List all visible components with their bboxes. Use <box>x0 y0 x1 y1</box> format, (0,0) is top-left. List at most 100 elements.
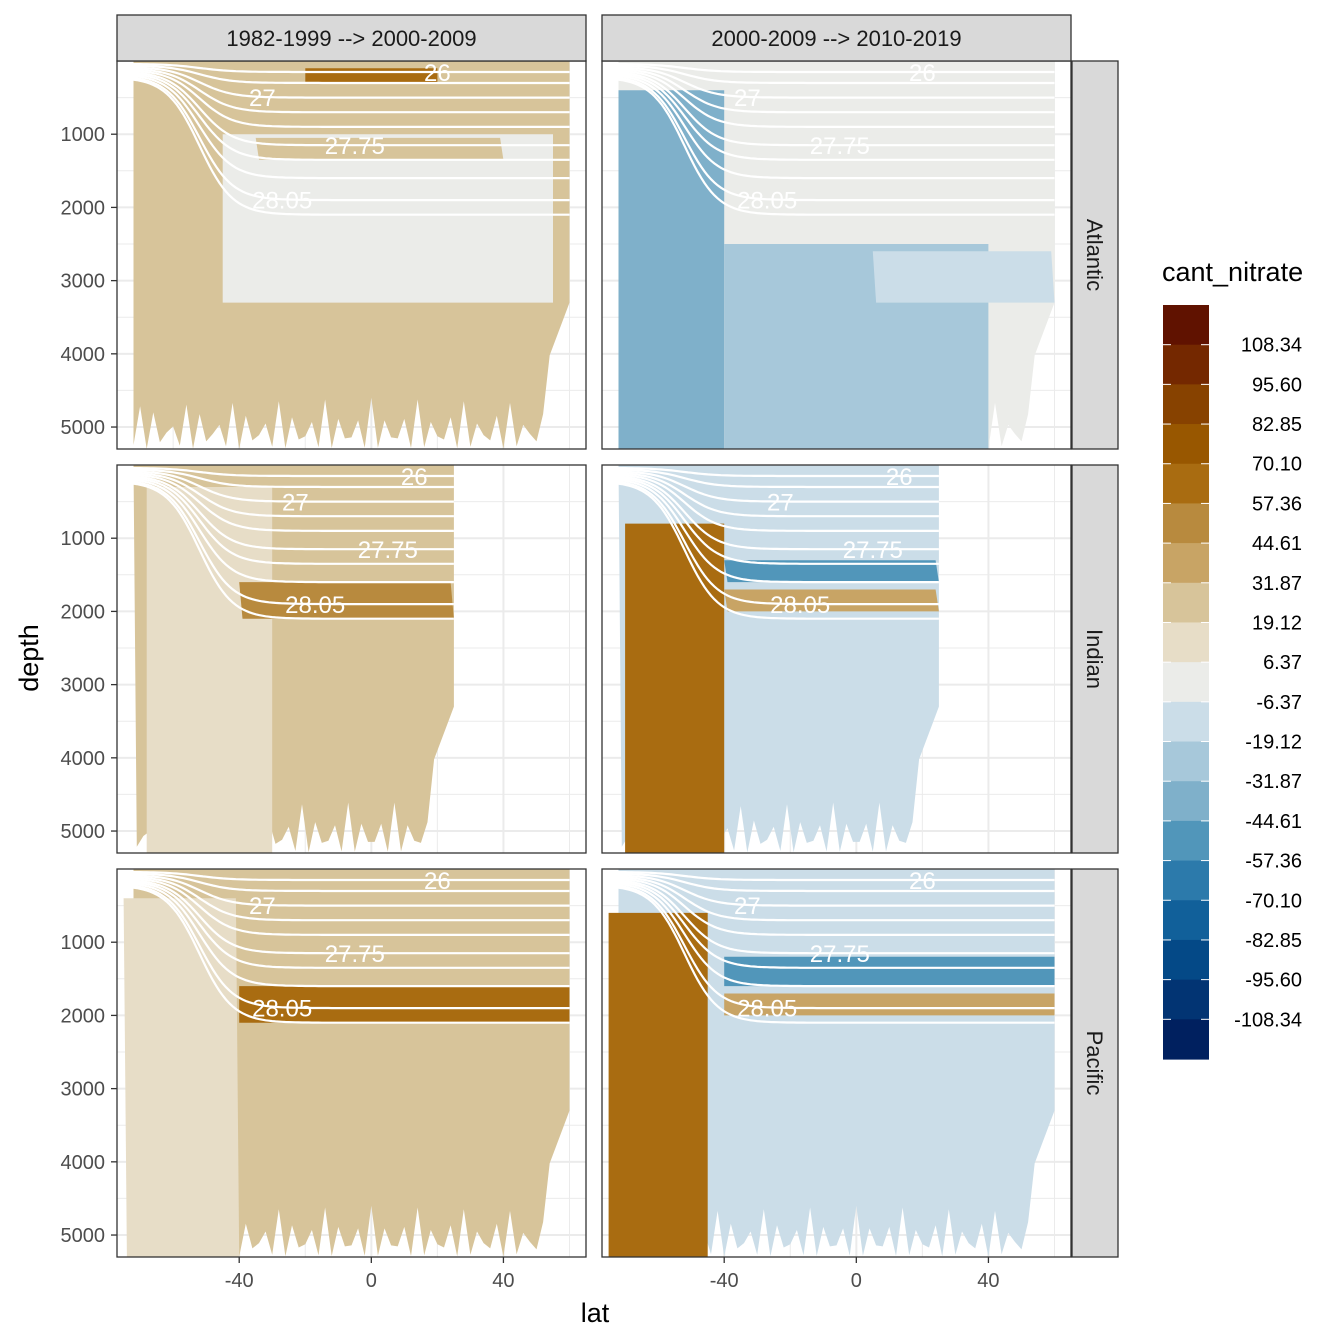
legend-label: -82.85 <box>1245 930 1302 952</box>
isopycnal-line <box>611 882 1055 988</box>
row-strip <box>1071 60 1119 450</box>
isopycnal-line <box>126 77 570 216</box>
isopycnal-label: 28.05 <box>770 592 830 619</box>
isopycnal-line <box>126 66 570 99</box>
x-axis-title: lat <box>581 1298 610 1328</box>
isopycnals: 26 27 27.75 28.05 <box>126 60 570 216</box>
isopycnal-label: 27 <box>249 85 276 112</box>
panel-border <box>116 868 587 1258</box>
isopycnal-line <box>126 882 570 988</box>
isopycnal-line <box>126 466 454 478</box>
isopycnal-line <box>126 875 570 922</box>
isopycnal-line <box>126 480 454 606</box>
y-tick-label: 4000 <box>61 748 106 770</box>
isopycnal-label: 27.75 <box>325 941 385 968</box>
isopycnal-label: 28.05 <box>252 995 312 1022</box>
isopycnal-label: 27.75 <box>358 537 418 564</box>
isopycnals: 26 27 27.75 28.05 <box>611 868 1055 1024</box>
isopycnal-line <box>611 64 1055 85</box>
column-strip-label: 1982-1999 --> 2000-2009 <box>226 26 476 51</box>
isopycnal-line <box>126 885 570 1024</box>
y-tick-label: 1000 <box>61 932 106 954</box>
isopycnal-line <box>611 478 939 584</box>
legend-color-swatch <box>1163 701 1209 743</box>
legend-label: 6.37 <box>1263 652 1302 674</box>
legend-label: -108.34 <box>1234 1009 1302 1031</box>
isopycnals: 26 27 27.75 28.05 <box>126 868 570 1024</box>
value-region <box>239 986 570 1023</box>
isopycnal-line <box>126 870 570 882</box>
y-tick-label: 5000 <box>61 821 106 843</box>
value-region <box>724 560 939 583</box>
isopycnal-line <box>611 67 1055 114</box>
legend-color-swatch <box>1163 741 1209 782</box>
axes: 1000200030004000500010002000300040005000… <box>14 124 1000 1328</box>
legend-label: 19.12 <box>1252 612 1302 634</box>
panel-atlantic-0: 26 27 27.75 28.05 <box>116 60 587 450</box>
value-region <box>123 898 240 1257</box>
isopycnal-label: 26 <box>401 464 428 491</box>
value-region <box>724 993 1055 1016</box>
legend-label: 82.85 <box>1252 414 1302 436</box>
isopycnal-line <box>611 877 1055 936</box>
legend-label: -57.36 <box>1245 851 1302 873</box>
value-region <box>724 956 1055 987</box>
isopycnal-label: 26 <box>424 60 451 87</box>
row-strip-label: Pacific <box>1082 1031 1107 1096</box>
panel-border <box>601 464 1072 854</box>
legend-label: -6.37 <box>1256 692 1302 714</box>
legend-label: 31.87 <box>1252 573 1302 595</box>
legend-color-swatch <box>1163 582 1209 624</box>
y-tick-label: 5000 <box>61 417 106 439</box>
y-tick-label: 3000 <box>61 1079 106 1101</box>
value-region <box>724 589 939 612</box>
isopycnal-line <box>126 877 570 936</box>
column-strip <box>116 14 587 62</box>
isopycnal-line <box>126 475 454 551</box>
isopycnal-line <box>611 870 1055 882</box>
legend-color-swatch <box>1163 543 1209 584</box>
legend-color-swatch <box>1163 820 1209 862</box>
y-tick-label: 1000 <box>61 528 106 550</box>
legend-color-swatch <box>1163 860 1209 901</box>
isopycnal-line <box>611 76 1055 202</box>
isopycnal-label: 28.05 <box>737 187 797 214</box>
facet-panels: 26 27 27.75 28.05 26 27 27.75 28.05 26 27 27.75 28.… <box>116 60 1072 1258</box>
isopycnal-line <box>611 473 939 532</box>
value-region <box>305 68 438 83</box>
value-region <box>872 251 1055 303</box>
isopycnal-line <box>611 874 1055 907</box>
x-tick-label: -40 <box>710 1270 739 1292</box>
legend-color-swatch <box>1163 344 1209 385</box>
isopycnal-line <box>126 64 570 85</box>
legend-label: 70.10 <box>1252 454 1302 476</box>
isopycnal-label: 26 <box>424 868 451 895</box>
panel-indian-1: 26 27 27.75 28.05 <box>601 464 1072 854</box>
isopycnal-label: 26 <box>909 868 936 895</box>
isopycnal-line <box>126 468 454 489</box>
x-tick-label: 40 <box>977 1270 999 1292</box>
legend-color-swatch <box>1163 900 1209 941</box>
legend-color-swatch <box>1163 463 1209 505</box>
isopycnal-label: 27.75 <box>810 133 870 160</box>
isopycnal-line <box>126 62 570 74</box>
isopycnal-line <box>611 72 1055 161</box>
y-tick-label: 2000 <box>61 601 106 623</box>
isopycnal-line <box>126 481 454 620</box>
isopycnal-line <box>611 884 1055 1010</box>
legend-color-swatch <box>1163 503 1209 544</box>
isopycnal-line <box>611 77 1055 216</box>
isopycnal-line <box>611 466 939 478</box>
row-strip <box>1071 464 1119 854</box>
isopycnal-line <box>126 69 570 128</box>
isopycnal-line <box>611 66 1055 99</box>
value-region <box>608 912 708 1257</box>
legend-title: cant_nitrate <box>1162 257 1303 287</box>
y-tick-label: 5000 <box>61 1225 106 1247</box>
isopycnal-line <box>126 76 570 202</box>
isopycnal-line <box>126 473 454 532</box>
isopycnal-line <box>611 471 939 518</box>
panel-indian-0: 26 27 27.75 28.05 <box>116 464 587 854</box>
isopycnal-label: 27 <box>282 490 309 517</box>
